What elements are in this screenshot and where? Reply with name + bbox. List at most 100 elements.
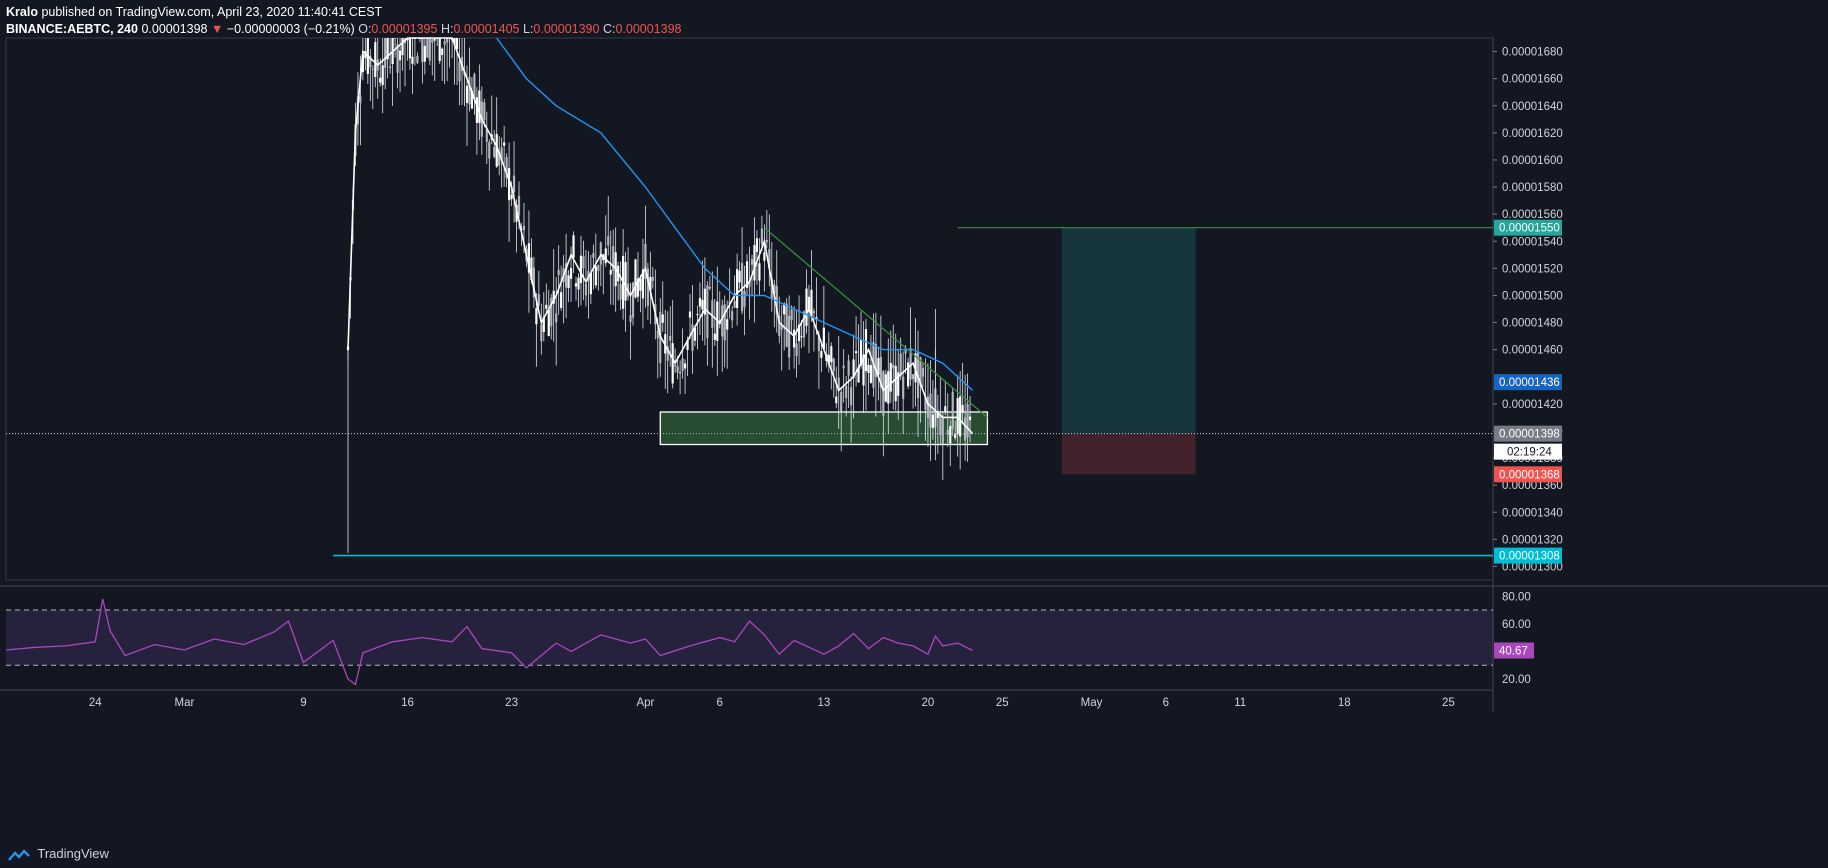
candle-body[interactable]	[646, 268, 649, 306]
candle-body[interactable]	[540, 324, 543, 342]
candle-body[interactable]	[441, 48, 444, 56]
candle-body[interactable]	[745, 261, 749, 288]
candle-body[interactable]	[763, 252, 766, 261]
candle-body[interactable]	[907, 362, 910, 387]
candle-body[interactable]	[488, 142, 491, 159]
candle-body[interactable]	[649, 276, 652, 291]
candle-body[interactable]	[902, 376, 905, 399]
candle-body[interactable]	[693, 327, 697, 341]
candle-body[interactable]	[639, 278, 642, 291]
candle-body[interactable]	[503, 142, 506, 146]
candle-body[interactable]	[634, 259, 637, 298]
candle-body[interactable]	[827, 354, 830, 365]
candle-body[interactable]	[949, 426, 952, 444]
candle-body[interactable]	[408, 38, 412, 59]
candle-body[interactable]	[797, 324, 801, 342]
candle-body[interactable]	[584, 283, 588, 296]
candle-body[interactable]	[892, 364, 895, 369]
target-zone[interactable]	[1061, 227, 1196, 434]
candle-body[interactable]	[411, 56, 414, 64]
candle-body[interactable]	[758, 263, 761, 281]
candle-body[interactable]	[778, 315, 781, 336]
candle-body[interactable]	[919, 357, 922, 386]
candle-body[interactable]	[773, 284, 776, 294]
candle-body[interactable]	[889, 362, 892, 392]
candle-body[interactable]	[361, 54, 364, 73]
candle-body[interactable]	[535, 307, 538, 325]
candle-body[interactable]	[807, 296, 811, 311]
candle-body[interactable]	[604, 248, 607, 264]
candle-body[interactable]	[723, 304, 726, 341]
candle-body[interactable]	[897, 372, 900, 396]
candle-body[interactable]	[369, 55, 372, 68]
candle-body[interactable]	[421, 38, 424, 63]
candle-body[interactable]	[837, 377, 840, 391]
candle-body[interactable]	[854, 351, 858, 354]
candle-body[interactable]	[666, 346, 669, 361]
candle-body[interactable]	[820, 350, 823, 358]
candle-body[interactable]	[775, 285, 778, 315]
candle-body[interactable]	[768, 249, 771, 269]
candle-body[interactable]	[909, 348, 912, 380]
candle-body[interactable]	[736, 269, 739, 308]
candle-body[interactable]	[755, 238, 759, 252]
candle-body[interactable]	[644, 243, 647, 279]
candle-body[interactable]	[879, 356, 882, 388]
candle-body[interactable]	[374, 42, 377, 78]
candle-body[interactable]	[527, 243, 531, 273]
candle-body[interactable]	[696, 314, 699, 316]
candle-body[interactable]	[946, 429, 949, 435]
rsi-line[interactable]	[5, 598, 973, 686]
candle-body[interactable]	[423, 45, 426, 62]
candle-body[interactable]	[636, 278, 640, 297]
candle-body[interactable]	[560, 292, 563, 308]
candle-body[interactable]	[542, 316, 545, 332]
candle-body[interactable]	[651, 276, 654, 281]
candle-body[interactable]	[862, 354, 865, 386]
candle-body[interactable]	[941, 418, 944, 444]
candle-body[interactable]	[547, 309, 550, 337]
candle-body[interactable]	[384, 38, 387, 68]
candle-body[interactable]	[458, 61, 461, 82]
candle-body[interactable]	[505, 157, 508, 179]
candle-body[interactable]	[577, 277, 580, 290]
candle-body[interactable]	[624, 262, 627, 301]
candle-body[interactable]	[508, 168, 511, 201]
candle-body[interactable]	[954, 434, 957, 439]
candle-body[interactable]	[748, 281, 751, 287]
candle-body[interactable]	[926, 396, 930, 419]
tradingview-logo[interactable]: TradingView	[8, 846, 109, 861]
candle-body[interactable]	[510, 195, 513, 200]
candle-body[interactable]	[594, 266, 597, 286]
candle-body[interactable]	[661, 314, 664, 323]
candle-body[interactable]	[389, 66, 392, 69]
candle-body[interactable]	[869, 365, 873, 383]
candle-body[interactable]	[733, 300, 736, 308]
candle-body[interactable]	[433, 38, 436, 41]
candle-body[interactable]	[964, 417, 967, 441]
candle-body[interactable]	[498, 151, 501, 166]
candle-body[interactable]	[475, 97, 478, 123]
candle-body[interactable]	[612, 246, 615, 271]
candle-body[interactable]	[780, 325, 783, 330]
candle-body[interactable]	[555, 313, 558, 323]
candle-body[interactable]	[961, 404, 964, 412]
candle-body[interactable]	[899, 353, 902, 377]
slow-ma-line[interactable]	[496, 37, 974, 391]
candle-body[interactable]	[850, 387, 853, 406]
candle-body[interactable]	[589, 273, 592, 295]
candle-body[interactable]	[381, 65, 384, 86]
candle-body[interactable]	[857, 367, 860, 383]
candle-body[interactable]	[790, 309, 793, 320]
candle-body[interactable]	[406, 38, 409, 41]
candle-body[interactable]	[812, 311, 816, 314]
candle-body[interactable]	[532, 267, 535, 298]
candle-body[interactable]	[631, 282, 635, 318]
candle-body[interactable]	[679, 372, 682, 374]
candle-body[interactable]	[359, 96, 362, 104]
candle-body[interactable]	[708, 287, 711, 289]
candle-body[interactable]	[629, 315, 632, 322]
candle-body[interactable]	[740, 263, 744, 312]
candle-body[interactable]	[959, 396, 962, 437]
candle-body[interactable]	[701, 299, 704, 310]
